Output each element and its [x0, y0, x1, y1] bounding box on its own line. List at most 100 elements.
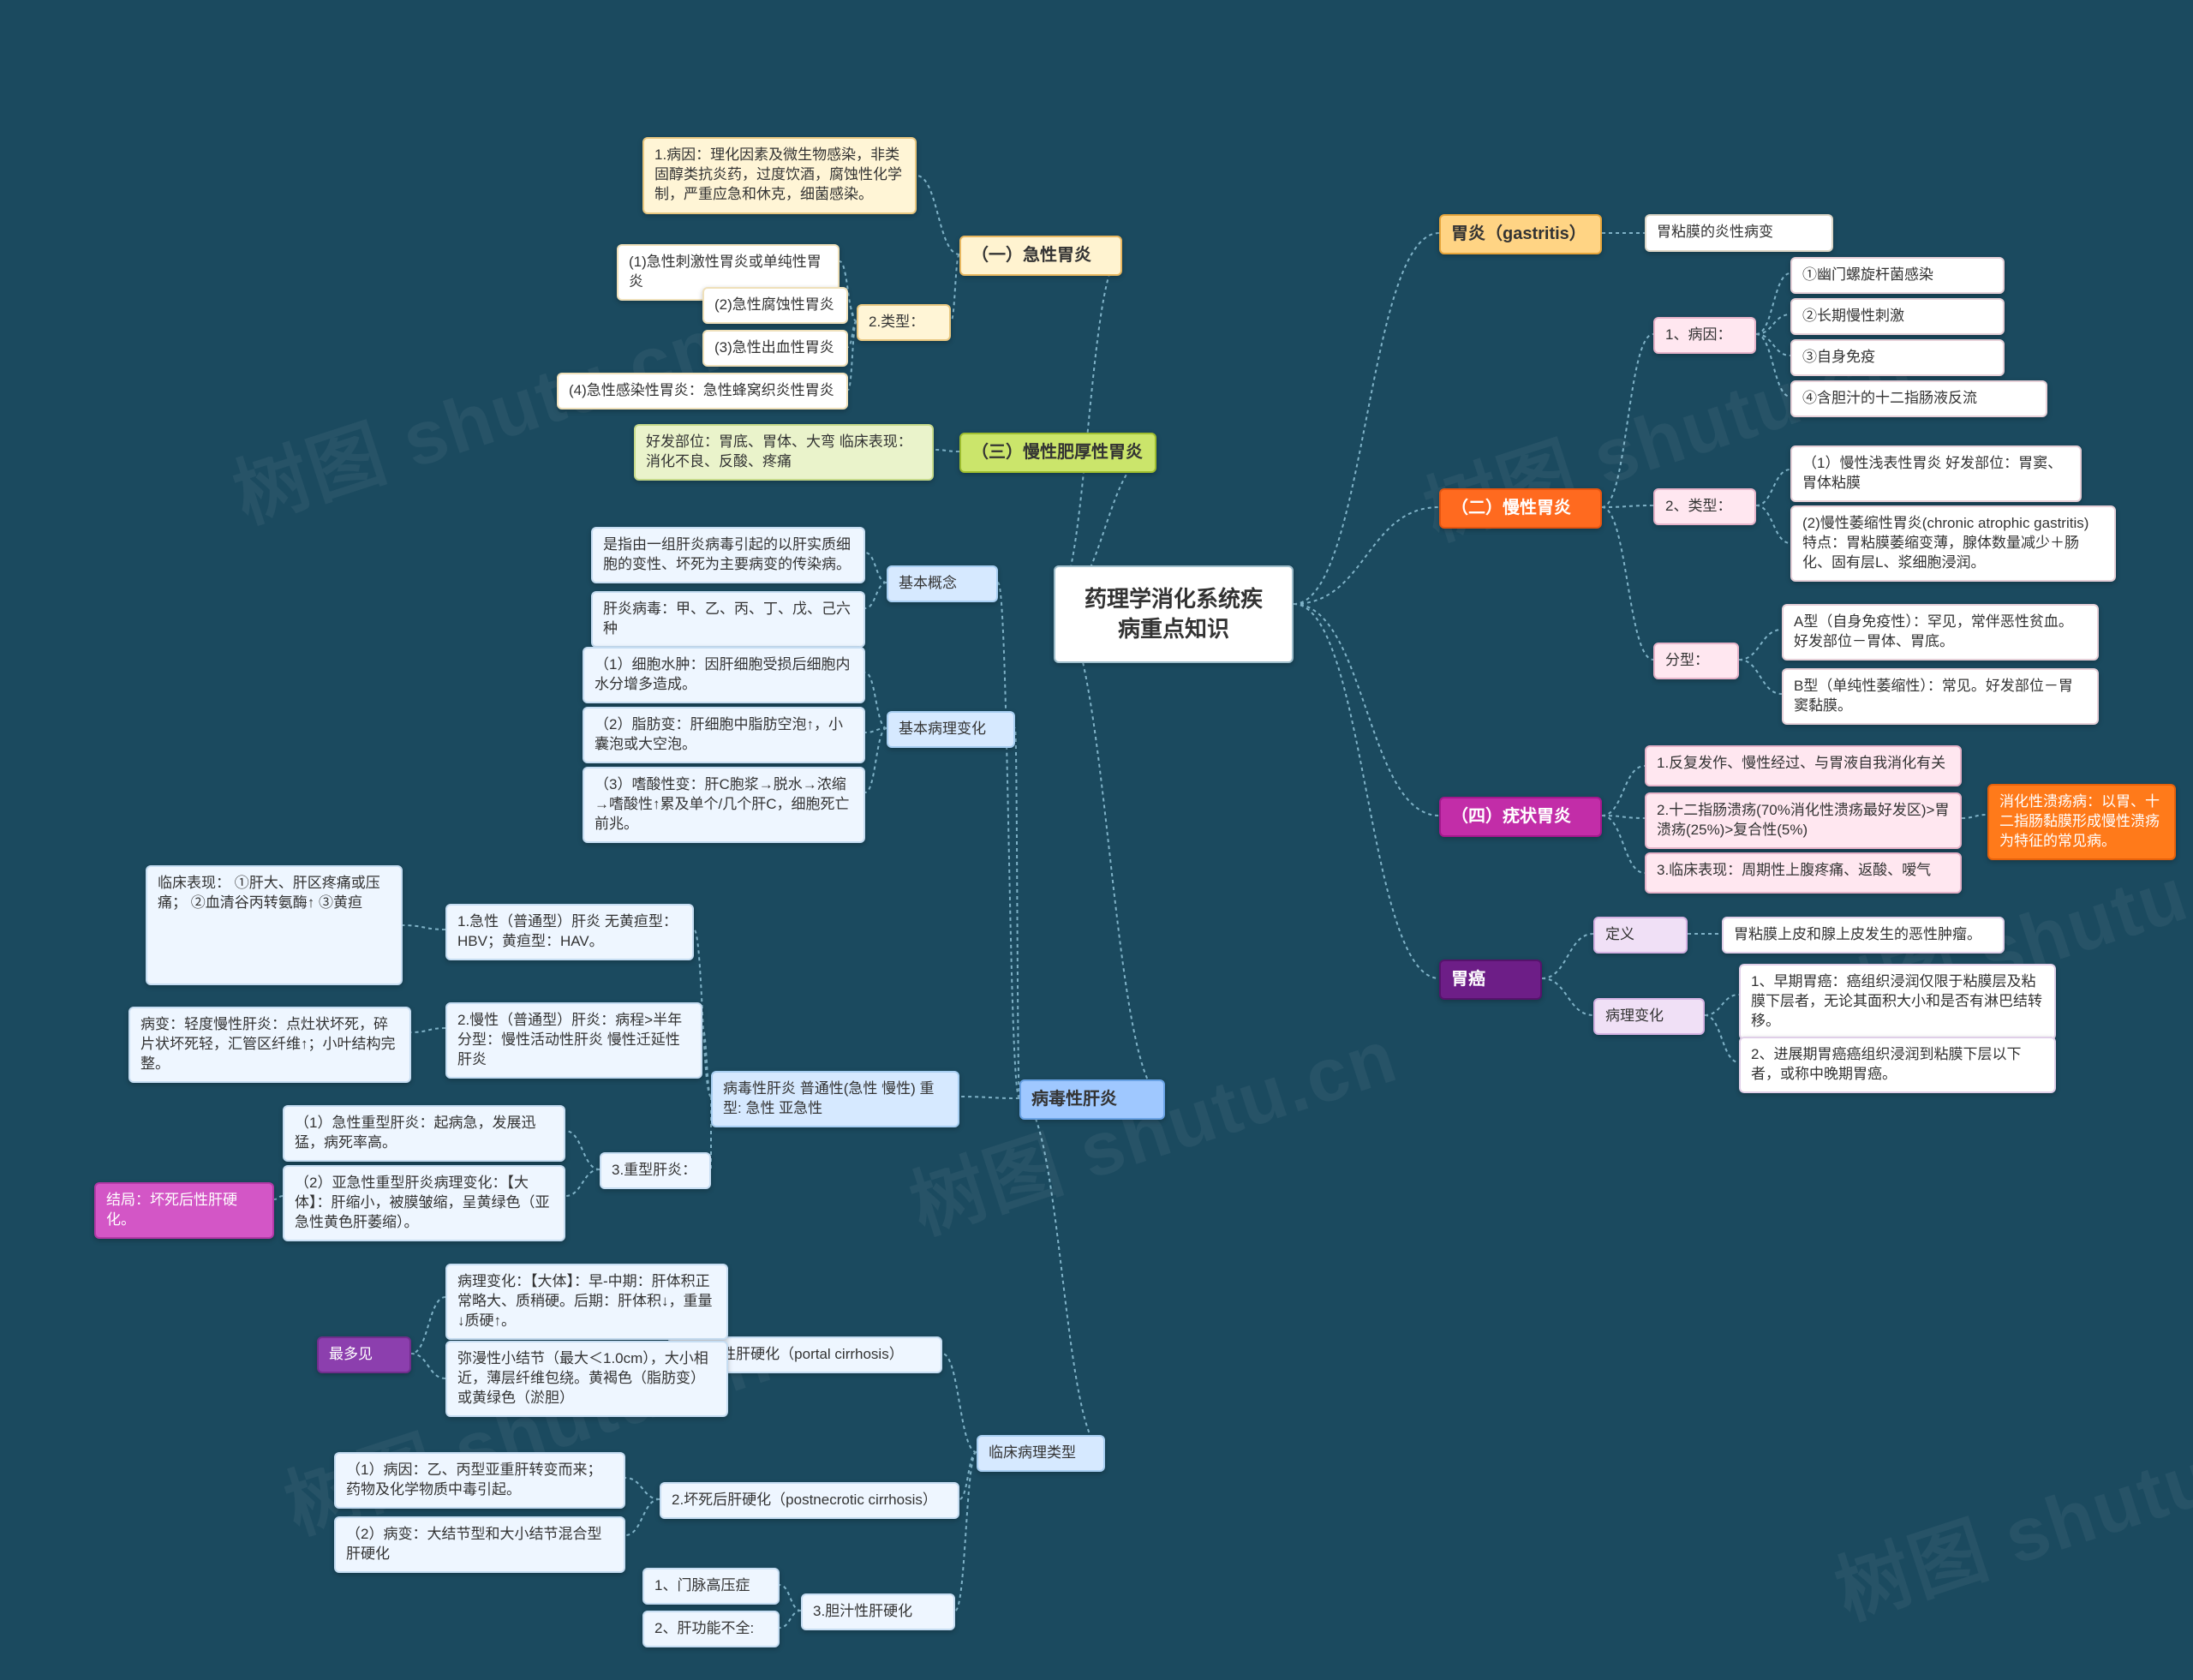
mindmap-node[interactable]: A型（自身免疫性）：罕见，常伴恶性贫血。好发部位－胃体、胃底。 [1782, 604, 2099, 661]
mindmap-node[interactable]: 是指由一组肝炎病毒引起的以肝实质细胞的变性、坏死为主要病变的传染病。 [591, 527, 865, 583]
connector [1602, 766, 1645, 816]
mindmap-node[interactable]: ①幽门螺旋杆菌感染 [1790, 257, 2005, 294]
mindmap-node[interactable]: 结局：坏死后性肝硬化。 [94, 1182, 274, 1239]
connector [1705, 995, 1739, 1015]
watermark: 树图 shutu.cn [895, 995, 1409, 1255]
mindmap-node[interactable]: 1、门脉高压症 [642, 1568, 780, 1605]
mindmap-node[interactable]: 最多见 [317, 1336, 411, 1373]
connector [1294, 507, 1439, 604]
mindmap-node[interactable]: 定义 [1593, 917, 1688, 954]
mindmap-node[interactable]: 1.反复发作、慢性经过、与胃液自我消化有关 [1645, 745, 1962, 786]
connector [1705, 1015, 1739, 1062]
mindmap-node[interactable]: 3.胆汁性肝硬化 [801, 1593, 955, 1630]
connector [411, 1354, 445, 1378]
connector [780, 1611, 801, 1628]
connector [625, 1478, 660, 1499]
connector [865, 673, 887, 728]
connector [1015, 728, 1019, 1098]
mindmap-node[interactable]: 1、早期胃癌：癌组织浸润仅限于粘膜层及粘膜下层者，无论其面积大小和是否有淋巴结转… [1739, 964, 2056, 1040]
mindmap-node[interactable]: （1）急性重型肝炎：起病急，发展迅猛，病死率高。 [283, 1105, 565, 1162]
mindmap-node[interactable]: (3)急性出血性胃炎 [702, 330, 848, 367]
mindmap-node[interactable]: ③自身免疫 [1790, 339, 2005, 376]
mindmap-node[interactable]: （1）病因：乙、丙型亚重肝转变而来；药物及化学物质中毒引起。 [334, 1452, 625, 1509]
mindmap-node[interactable]: 好发部位：胃底、胃体、大弯 临床表现：消化不良、反酸、疼痛 [634, 424, 934, 481]
connector [565, 1169, 600, 1196]
mindmap-node[interactable]: 消化性溃疡病：以胃、十二指肠黏膜形成慢性溃疡为特征的常见病。 [1987, 784, 2176, 860]
mindmap-node[interactable]: 2、进展期胃癌癌组织浸润到粘膜下层以下者，或称中晚期胃癌。 [1739, 1037, 2056, 1093]
mindmap-node[interactable]: (2)急性腐蚀性胃炎 [702, 287, 848, 324]
mindmap-node[interactable]: ④含胆汁的十二指肠液反流 [1790, 380, 2047, 417]
mindmap-node[interactable]: （二）慢性胃炎 [1439, 488, 1602, 529]
mindmap-node[interactable]: (4)急性感染性胃炎：急性蜂窝织炎性胃炎 [557, 373, 848, 410]
connector [955, 1452, 977, 1611]
mindmap-node[interactable]: 2.十二指肠溃疡(70%消化性溃疡最好发区)>胃溃疡(25%)>复合性(5%) [1645, 792, 1962, 849]
connector [1756, 469, 1790, 505]
mindmap-node[interactable]: 弥漫性小结节（最大＜1.0cm），大小相近，薄层纤维包绕。黄褐色（脂肪变）或黄绿… [445, 1341, 728, 1417]
mindmap-node[interactable]: 2.慢性（普通型）肝炎：病程>半年 分型：慢性活动性肝炎 慢性迁延性肝炎 [445, 1002, 702, 1079]
mindmap-node[interactable]: 胃粘膜的炎性病变 [1645, 214, 1833, 252]
connector [1756, 273, 1790, 334]
mindmap-node[interactable]: 胃癌 [1439, 960, 1542, 1000]
mindmap-node[interactable]: 3.临床表现：周期性上腹疼痛、返酸、嗳气 [1645, 852, 1962, 894]
connector [959, 1452, 977, 1499]
connector [565, 1131, 600, 1169]
mindmap-node[interactable]: 2、肝功能不全: [642, 1611, 780, 1647]
mindmap-node[interactable]: （三）慢性肥厚性胃炎 [959, 433, 1156, 473]
mindmap-node[interactable]: 1.病因：理化因素及微生物感染，非类固醇类抗炎药，过度饮酒，腐蚀性化学制，严重应… [642, 137, 917, 214]
connector [1756, 505, 1790, 543]
mindmap-node[interactable]: （1）细胞水肿：因肝细胞受损后细胞内水分增多造成。 [583, 647, 865, 703]
mindmap-node[interactable]: 3.重型肝炎： [600, 1152, 711, 1189]
connector [865, 583, 887, 608]
mindmap-node[interactable]: （一）急性胃炎 [959, 236, 1122, 276]
mindmap-node[interactable]: 临床病理类型 [977, 1435, 1105, 1472]
connector [403, 925, 445, 930]
connector [865, 553, 887, 583]
connector [1294, 604, 1439, 816]
mindmap-node[interactable]: B型（单纯性萎缩性）：常见。好发部位－胃窦黏膜。 [1782, 668, 2099, 725]
connector [1542, 978, 1593, 1015]
connector [1602, 334, 1653, 507]
mindmap-node[interactable]: 2.坏死后肝硬化（postnecrotic cirrhosis） [660, 1482, 959, 1519]
mindmap-node[interactable]: 肝炎病毒：甲、乙、丙、丁、戊、己六种 [591, 591, 865, 648]
connector [1054, 604, 1165, 1098]
connector [1756, 314, 1790, 334]
mindmap-node[interactable]: 病毒性肝炎 普通性(急性 慢性) 重型: 急性 亚急性 [711, 1071, 959, 1127]
mindmap-node[interactable]: 2.类型： [857, 304, 951, 341]
connector [1756, 334, 1790, 397]
mindmap-node[interactable]: 1.急性（普通型）肝炎 无黄疸型：HBV；黄疸型：HAV。 [445, 904, 694, 960]
mindmap-node[interactable]: 分型： [1653, 643, 1739, 679]
mindmap-stage: 树图 shutu.cn树图 shutu.cn树图 shutu.cn树图 shut… [0, 0, 2193, 1680]
connector [1756, 334, 1790, 356]
mindmap-node[interactable]: （2）病变：大结节型和大小结节混合型肝硬化 [334, 1516, 625, 1573]
mindmap-node[interactable]: 病毒性肝炎 [1019, 1079, 1165, 1120]
watermark: 树图 shutu.cn [1820, 1381, 2193, 1641]
mindmap-node[interactable]: 1、病因： [1653, 317, 1756, 354]
mindmap-node[interactable]: （1）慢性浅表性胃炎 好发部位：胃窦、胃体粘膜 [1790, 445, 2082, 502]
mindmap-node[interactable]: (2)慢性萎缩性胃炎(chronic atrophic gastritis) 特… [1790, 505, 2116, 582]
connector [1962, 815, 1987, 818]
mindmap-node[interactable]: （2）亚急性重型肝炎病理变化：【大体】：肝缩小，被膜皱缩，呈黄绿色（亚急性黄色肝… [283, 1165, 565, 1241]
mindmap-node[interactable]: 药理学消化系统疾病重点知识 [1054, 565, 1294, 663]
connector [1542, 934, 1593, 978]
connector [942, 1354, 977, 1452]
connector [702, 1028, 711, 1097]
mindmap-node[interactable]: ②长期慢性刺激 [1790, 298, 2005, 335]
connector [959, 1097, 1019, 1098]
connector [274, 1196, 283, 1199]
mindmap-node[interactable]: 临床表现： ①肝大、肝区疼痛或压痛； ②血清谷丙转氨酶↑ ③黄疸 [146, 865, 403, 985]
connector [411, 1297, 445, 1354]
mindmap-node[interactable]: 胃粘膜上皮和腺上皮发生的恶性肿瘤。 [1722, 917, 2005, 954]
mindmap-node[interactable]: （2）脂肪变：肝细胞中脂肪空泡↑，小囊泡或大空泡。 [583, 707, 865, 763]
mindmap-node[interactable]: 基本概念 [887, 565, 998, 602]
mindmap-node[interactable]: 病理变化：【大体】：早-中期：肝体积正常略大、质稍硬。后期：肝体积↓，重量↓质硬… [445, 1264, 728, 1340]
mindmap-node[interactable]: 病变：轻度慢性肝炎：点灶状坏死，碎片状坏死轻，汇管区纤维↑；小叶结构完整。 [128, 1007, 411, 1083]
mindmap-node[interactable]: （3）嗜酸性变：肝C胞浆→脱水→浓缩→嗜酸性↑累及单个/几个肝C，细胞死亡前兆。 [583, 767, 865, 843]
mindmap-node[interactable]: 2、类型： [1653, 488, 1756, 525]
connector [780, 1585, 801, 1611]
mindmap-node[interactable]: 胃炎（gastritis） [1439, 214, 1602, 254]
mindmap-node[interactable]: （四）疣状胃炎 [1439, 797, 1602, 837]
mindmap-node[interactable]: 基本病理变化 [887, 711, 1015, 748]
connector [411, 1028, 445, 1032]
connector [1019, 1098, 1105, 1452]
mindmap-node[interactable]: 病理变化 [1593, 998, 1705, 1035]
